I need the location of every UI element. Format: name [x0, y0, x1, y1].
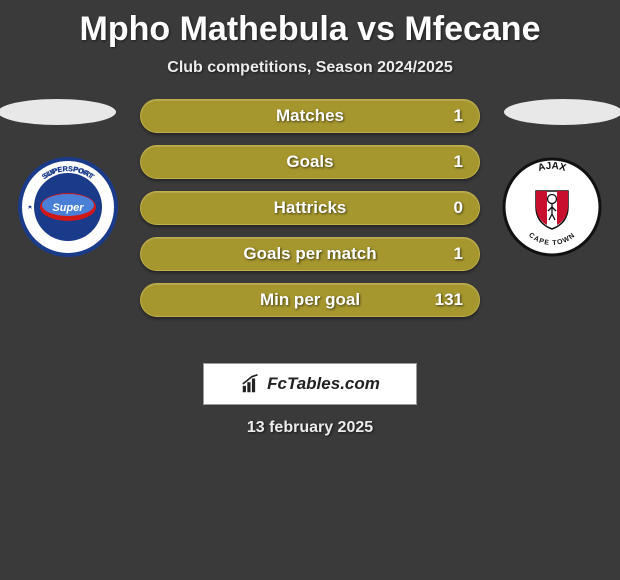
- stat-label: Hattricks: [274, 198, 347, 218]
- page-subtitle: Club competitions, Season 2024/2025: [0, 59, 620, 77]
- date-text: 13 february 2025: [0, 419, 620, 437]
- stat-label: Matches: [276, 106, 344, 126]
- stat-bar-goals-per-match: Goals per match 1: [140, 237, 480, 271]
- comparison-area: Super SUPERSPORT SUPERSPORT UNITED FC: [0, 99, 620, 359]
- stat-bar-min-per-goal: Min per goal 131: [140, 283, 480, 317]
- stat-label: Min per goal: [260, 290, 360, 310]
- brand-box: FcTables.com: [203, 363, 417, 405]
- stat-value: 0: [454, 198, 463, 218]
- brand-text: FcTables.com: [267, 374, 380, 394]
- right-team-badge: AJAX CAPE TOWN: [502, 157, 602, 257]
- left-player-oval: [0, 99, 116, 125]
- chart-icon: [240, 373, 262, 395]
- stat-bar-goals: Goals 1: [140, 145, 480, 179]
- stat-value: 1: [454, 244, 463, 264]
- stat-value: 1: [454, 106, 463, 126]
- stat-label: Goals per match: [243, 244, 376, 264]
- svg-text:Super: Super: [52, 202, 84, 214]
- stat-label: Goals: [286, 152, 333, 172]
- stat-value: 1: [454, 152, 463, 172]
- page-title: Mpho Mathebula vs Mfecane: [0, 0, 620, 49]
- left-team-badge: Super SUPERSPORT SUPERSPORT UNITED FC: [18, 157, 118, 257]
- stat-value: 131: [435, 290, 463, 310]
- right-player-oval: [504, 99, 620, 125]
- stat-bar-hattricks: Hattricks 0: [140, 191, 480, 225]
- ajax-badge-icon: AJAX CAPE TOWN: [502, 157, 602, 257]
- stat-bar-matches: Matches 1: [140, 99, 480, 133]
- stat-bars: Matches 1 Goals 1 Hattricks 0 Goals per …: [140, 99, 480, 329]
- supersport-badge-icon: Super SUPERSPORT SUPERSPORT UNITED FC: [18, 157, 118, 257]
